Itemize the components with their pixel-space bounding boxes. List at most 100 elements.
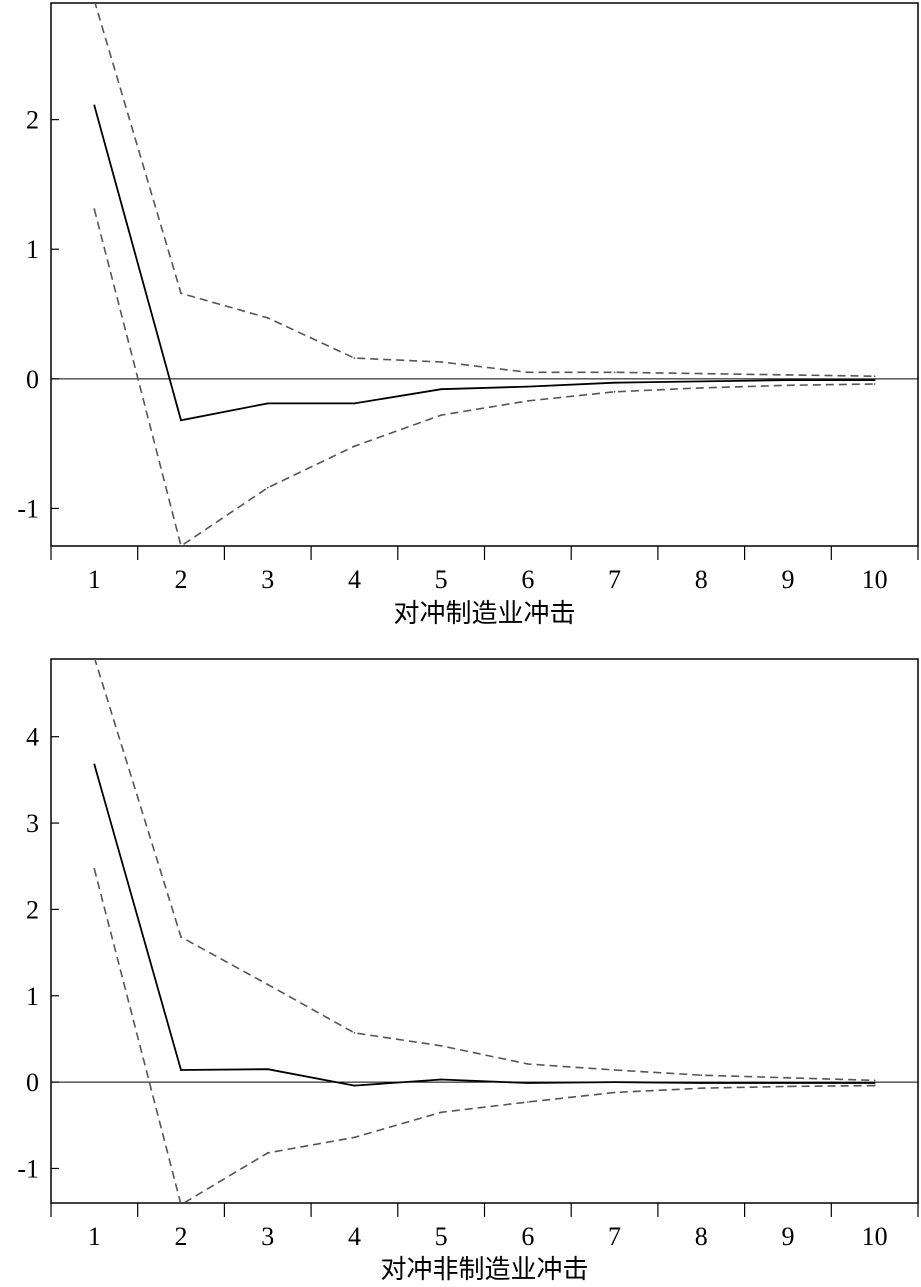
data-point: [440, 361, 443, 363]
series-impulse-response: [93, 105, 875, 422]
data-point: [93, 104, 96, 107]
x-tick-label: 6: [521, 565, 534, 594]
x-tick-label: 7: [608, 1222, 621, 1251]
y-tick-label: 2: [26, 106, 39, 135]
x-tick-label: 2: [175, 1222, 188, 1251]
data-point: [700, 1087, 703, 1090]
data-point: [440, 1044, 443, 1047]
y-tick-label: 1: [26, 235, 39, 264]
x-tick-label: 8: [695, 1222, 708, 1251]
data-point: [526, 1082, 529, 1084]
x-tick-label: 10: [862, 1222, 888, 1251]
data-point: [873, 379, 876, 382]
data-point: [266, 1068, 269, 1071]
x-tick-label: 9: [781, 1222, 794, 1251]
y-tick-label: 0: [26, 1068, 39, 1097]
data-point: [787, 379, 789, 382]
data-point: [353, 402, 356, 405]
data-point: [526, 385, 529, 388]
data-point: [613, 1081, 616, 1084]
data-point: [787, 374, 789, 376]
data-point: [93, 0, 95, 1]
data-point: [93, 208, 96, 210]
data-point: [700, 1074, 703, 1077]
x-tick-label: 8: [695, 565, 708, 594]
data-point: [700, 372, 703, 375]
data-point: [266, 983, 269, 986]
data-point: [873, 1082, 876, 1084]
data-point: [266, 317, 269, 319]
data-point: [353, 357, 356, 359]
y-tick-label: 3: [26, 809, 39, 838]
chart-manufacturing-shock: -1 0 1 2 1 2 3 4 5 6 7 8 9 10 对冲制造业冲击: [17, 0, 919, 629]
data-point: [613, 1091, 616, 1094]
x-tick-label: 6: [521, 1222, 534, 1251]
data-point: [613, 1069, 616, 1071]
data-point: [353, 1084, 356, 1087]
x-tick-label: 1: [88, 565, 101, 594]
x-tick-label: 4: [348, 565, 361, 594]
data-point: [180, 1204, 182, 1206]
data-point: [873, 1084, 876, 1087]
x-tick-label: 5: [435, 1222, 448, 1251]
y-tick-label: 4: [26, 723, 39, 752]
data-point: [266, 486, 269, 489]
y-tick-label: 1: [26, 982, 39, 1011]
data-point: [266, 1152, 269, 1154]
data-point: [613, 390, 616, 393]
data-point: [353, 445, 356, 448]
data-point: [526, 1101, 529, 1103]
series-upper-band: [93, 659, 875, 1082]
data-point: [700, 1082, 703, 1084]
data-point: [787, 384, 789, 387]
data-point: [613, 381, 616, 384]
data-point: [180, 545, 182, 546]
data-point: [93, 656, 95, 658]
y-tick-label: -1: [17, 1154, 39, 1183]
data-point: [180, 292, 182, 295]
x-tick-label: 7: [608, 565, 621, 594]
data-point: [353, 1136, 356, 1139]
data-point: [440, 388, 443, 391]
data-point: [873, 1079, 876, 1082]
data-point: [787, 1082, 789, 1084]
chart-nonmanufacturing-shock: -1 0 1 2 3 4 1 2 3 4 5 6 7 8 9 10 对冲非制造业冲击: [17, 656, 919, 1285]
series-impulse-response: [93, 764, 875, 1087]
data-point: [873, 383, 876, 385]
x-tick-label: 2: [175, 565, 188, 594]
data-point: [180, 1069, 182, 1071]
data-point: [787, 1076, 789, 1079]
data-point: [787, 1085, 789, 1088]
x-tick-label: 9: [781, 565, 794, 594]
data-point: [180, 419, 182, 422]
data-point: [526, 1063, 529, 1065]
x-tick-label: 4: [348, 1222, 361, 1251]
data-point: [440, 1111, 443, 1114]
data-point: [613, 371, 616, 374]
y-tick-label: -1: [17, 494, 39, 523]
data-point: [440, 414, 443, 417]
data-point: [440, 1078, 443, 1081]
x-tick-label: 10: [862, 565, 888, 594]
series-lower-band: [93, 868, 875, 1203]
y-tick-label: 0: [26, 365, 39, 394]
x-tick-label: 1: [88, 1222, 101, 1251]
data-point: [700, 386, 703, 389]
x-tick-label: 3: [261, 565, 274, 594]
data-point: [526, 399, 529, 402]
data-point: [93, 763, 96, 766]
data-point: [93, 867, 96, 870]
plot-frame: [50, 658, 919, 1204]
data-point: [353, 1031, 356, 1034]
x-tick-label: 3: [261, 1222, 274, 1251]
plot-frame: [50, 2, 919, 547]
y-tick-label: 2: [26, 895, 39, 924]
data-point: [700, 380, 703, 383]
data-point: [873, 375, 876, 378]
data-point: [180, 936, 182, 938]
data-point: [266, 402, 269, 405]
series-upper-band: [94, 3, 875, 377]
x-axis-label: 对冲制造业冲击: [393, 599, 575, 629]
x-axis-label: 对冲非制造业冲击: [380, 1255, 588, 1285]
